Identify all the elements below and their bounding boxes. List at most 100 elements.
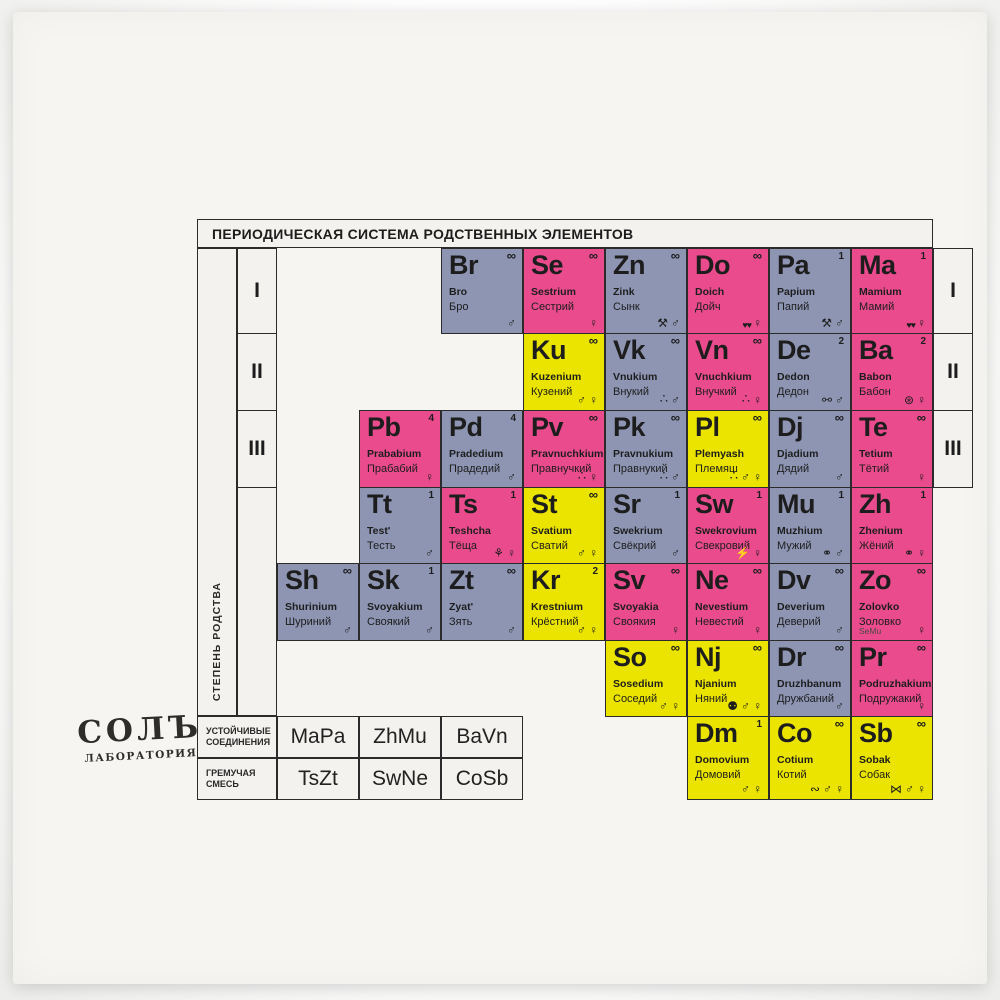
- element-cyrillic-name: Внукий: [613, 386, 650, 398]
- tools-icon: ⚒: [821, 316, 833, 330]
- element-icons: ♀: [589, 316, 599, 330]
- tools-icon: ⚒: [657, 316, 669, 330]
- female-icon: ♀: [589, 316, 599, 330]
- element-cyrillic-name: Сватий: [531, 540, 568, 552]
- element-count: ∞: [752, 248, 762, 263]
- flower-icon: ⚘: [493, 546, 505, 560]
- element-icons: ♂: [425, 546, 435, 560]
- element-latin-name: Dedon: [777, 371, 810, 383]
- female-icon: ♀: [425, 470, 435, 484]
- element-Pv: Pv ∞ Pravnuchkium Правнучкий ∴ ♀: [523, 410, 605, 488]
- element-formula-note: SeMu: [859, 626, 882, 636]
- element-cyrillic-name: Правнукий: [613, 463, 668, 475]
- element-Ku: Ku ∞ Kuzenium Кузений ♂ ♀: [523, 333, 605, 411]
- element-Kr: Kr 2 Krestnium Крёстний ♂ ♀: [523, 563, 605, 641]
- left-numeral-empty-box: [237, 487, 277, 716]
- element-latin-name: Pravnukium: [613, 448, 674, 460]
- element-icons: ♂: [835, 470, 845, 484]
- male-icon: ♂: [835, 316, 845, 330]
- element-count: ∞: [670, 563, 680, 578]
- element-cyrillic-name: Прадедий: [449, 463, 501, 475]
- element-latin-name: Svatium: [531, 525, 572, 537]
- male-icon: ♂: [425, 623, 435, 637]
- element-latin-name: Test': [367, 525, 391, 537]
- element-latin-name: Svoyakia: [613, 601, 659, 613]
- element-symbol: Pv: [531, 412, 564, 442]
- female-icon: ♀: [753, 623, 763, 637]
- element-icons: ⚘ ♀: [493, 546, 517, 560]
- table-layer: I II III I II III Br ∞ Bro Бро ♂ Se ∞ Sestrium Сестрий…: [13, 12, 987, 984]
- element-count: 1: [428, 566, 434, 577]
- female-icon: ♀: [671, 699, 681, 713]
- element-symbol: St: [531, 489, 558, 519]
- element-symbol: Co: [777, 718, 813, 748]
- element-cyrillic-name: Дядий: [777, 463, 810, 475]
- male-icon: ♂: [577, 393, 587, 407]
- element-Pr: Pr ∞ Podruzhakium Подружакий ♀: [851, 640, 933, 717]
- element-symbol: Sr: [613, 489, 641, 519]
- element-symbol: Dj: [777, 412, 804, 442]
- element-Dv: Dv ∞ Deverium Деверий ♂: [769, 563, 851, 641]
- element-count: 1: [920, 251, 926, 262]
- element-count: 1: [674, 490, 680, 501]
- female-icon: ♀: [753, 393, 763, 407]
- element-icons: ∾ ♂ ♀: [810, 782, 845, 796]
- element-symbol: Vk: [613, 335, 646, 365]
- element-latin-name: Pravnuchkium: [531, 448, 604, 460]
- element-symbol: Do: [695, 250, 731, 280]
- element-count: ∞: [588, 333, 598, 348]
- element-count: ∞: [588, 248, 598, 263]
- male-icon: ♂: [577, 623, 587, 637]
- element-cyrillic-name: Тесть: [367, 540, 396, 552]
- element-icons: ♀: [917, 470, 927, 484]
- element-latin-name: Cotium: [777, 754, 814, 766]
- element-latin-name: Sestrium: [531, 286, 576, 298]
- element-cyrillic-name: Бабон: [859, 386, 891, 398]
- element-count: ∞: [506, 248, 516, 263]
- element-cyrillic-name: Соседий: [613, 693, 658, 705]
- male-icon: ♂: [835, 470, 845, 484]
- element-Zo: Zo ∞ Zolovko Золовко SeMu ♀: [851, 563, 933, 641]
- element-count: ∞: [342, 563, 352, 578]
- element-latin-name: Babon: [859, 371, 892, 383]
- element-icons: ⚡ ♀: [735, 546, 763, 560]
- element-cyrillic-name: Племяш: [695, 463, 738, 475]
- element-count: ∞: [834, 563, 844, 578]
- element-count: 4: [510, 413, 516, 424]
- male-icon: ♂: [507, 470, 517, 484]
- element-count: 2: [592, 566, 598, 577]
- element-latin-name: Njanium: [695, 678, 737, 690]
- element-latin-name: Sosedium: [613, 678, 664, 690]
- element-count: ∞: [834, 716, 844, 731]
- element-cyrillic-name: Золовко: [859, 616, 902, 628]
- element-symbol: Se: [531, 250, 564, 280]
- element-symbol: Ma: [859, 250, 896, 280]
- female-icon: ♀: [589, 393, 599, 407]
- element-latin-name: Krestnium: [531, 601, 583, 613]
- female-icon: ♀: [917, 782, 927, 796]
- element-icons: ∴ ♂ ♀: [730, 468, 763, 484]
- male-icon: ♂: [835, 623, 845, 637]
- element-cyrillic-name: Котий: [777, 769, 807, 781]
- element-latin-name: Zhenium: [859, 525, 903, 537]
- element-icons: ∴ ♀: [578, 468, 599, 484]
- element-symbol: Pd: [449, 412, 483, 442]
- element-count: 1: [920, 490, 926, 501]
- male-icon: ♂: [823, 782, 833, 796]
- element-count: ∞: [752, 333, 762, 348]
- element-cyrillic-name: Сынк: [613, 301, 640, 313]
- element-symbol: Zt: [449, 565, 474, 595]
- element-icons: ⚒ ♂: [657, 316, 681, 330]
- element-icons: ♀: [917, 699, 927, 713]
- element-cyrillic-name: Бро: [449, 301, 469, 313]
- element-icons: ∴ ♂: [660, 391, 681, 407]
- balls-icon: ∴: [659, 468, 669, 483]
- element-Co: Co ∞ Cotium Котий ∾ ♂ ♀: [769, 716, 851, 800]
- rings-icon: ⚭: [903, 546, 915, 560]
- explosive-mixture-CoSb: CoSb: [441, 758, 523, 800]
- female-icon: ♀: [753, 782, 763, 796]
- element-icons: ♥♥ ♀: [906, 316, 927, 330]
- rings-icon: ⚭: [821, 546, 833, 560]
- male-icon: ♂: [835, 699, 845, 713]
- element-symbol: Vn: [695, 335, 729, 365]
